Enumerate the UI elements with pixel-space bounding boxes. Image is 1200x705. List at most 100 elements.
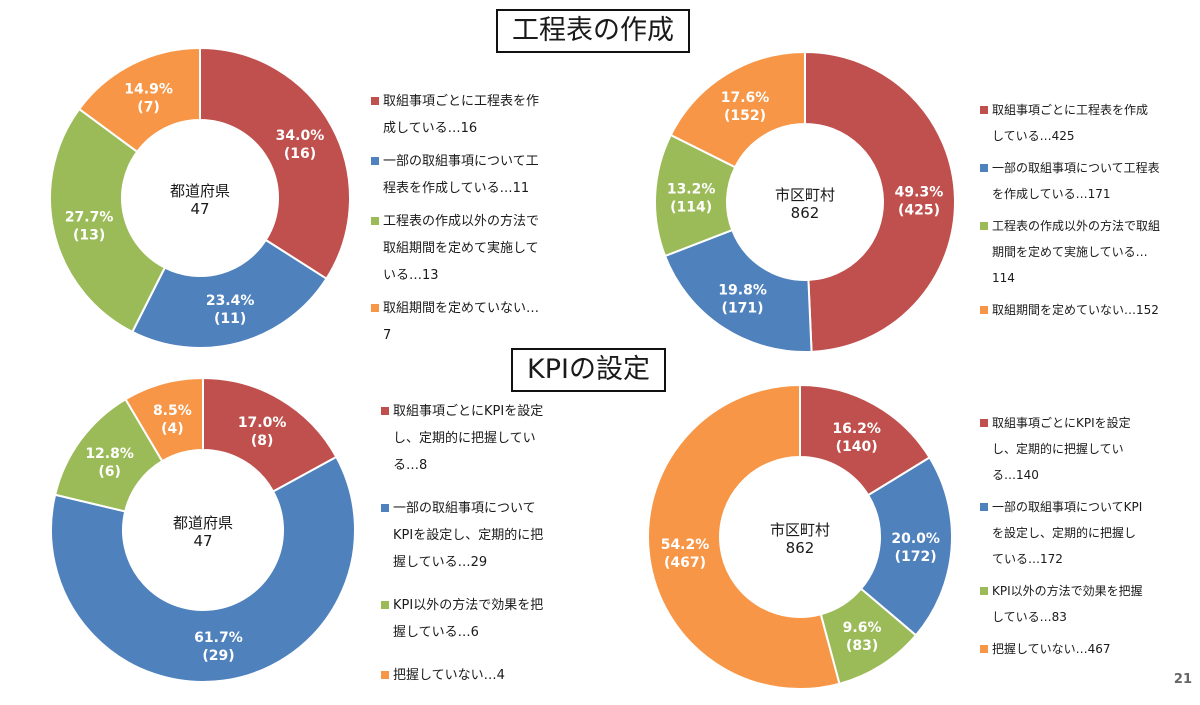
- donut-2-slice-0-percent-label: 17.0%: [238, 415, 287, 431]
- donut-0-slice-3: [77, 46, 201, 154]
- donut-1-slice-0-percent-label: 49.3%: [895, 185, 944, 201]
- donut-0-slice-1: [131, 238, 328, 349]
- donut-0-slice-2-percent-label: 27.7%: [65, 209, 114, 225]
- donut-3-slice-3-percent-label: 54.2%: [661, 537, 710, 553]
- donut-0-center-label: 都道府県: [170, 182, 230, 200]
- donut-3-slice-2-percent-label: 9.6%: [843, 620, 882, 636]
- donut-0-slice-0-percent-label: 34.0%: [276, 128, 325, 144]
- donut-2-slice-1-percent-label: 61.7%: [194, 630, 243, 646]
- legend-label: 一部の取組事項について工程表を作成している…11: [383, 154, 539, 196]
- legend-swatch: [980, 419, 988, 427]
- legend-municipality-schedule: 取組事項ごとに工程表を作成している…425 一部の取組事項について工程表を作成して…: [980, 97, 1160, 329]
- legend-item: 一部の取組事項について工程表を作成している…11: [371, 148, 546, 202]
- legend-swatch: [980, 106, 988, 114]
- legend-label: 取組事項ごとに工程表を作成している…16: [383, 94, 540, 136]
- donut-3-slice-3-count-label: (467): [664, 555, 706, 571]
- legend-swatch: [381, 407, 389, 415]
- donut-1-slice-1-percent-label: 19.8%: [718, 282, 767, 298]
- legend-label: 把握していない…4: [393, 668, 505, 683]
- legend-item: 一部の取組事項についてKPIを設定し、定期的に把握している…29: [381, 495, 551, 576]
- donut-3-slice-1-percent-label: 20.0%: [891, 531, 940, 547]
- legend-swatch: [371, 157, 379, 165]
- legend-swatch: [381, 671, 389, 679]
- donut-1-slice-2-count-label: (114): [670, 200, 712, 216]
- donut-1-slice-0-count-label: (425): [898, 203, 940, 219]
- section-title-schedule: 工程表の作成: [496, 9, 690, 53]
- legend-label: 一部の取組事項についてKPIを設定し、定期的に把握している…29: [393, 501, 544, 570]
- donut-0-slice-2-count-label: (13): [73, 227, 105, 243]
- donut-3-slice-2-count-label: (83): [846, 638, 878, 654]
- legend-swatch: [381, 601, 389, 609]
- legend-swatch: [381, 504, 389, 512]
- legend-item: 把握していない…467: [980, 636, 1145, 662]
- donut-0-slice-1-count-label: (11): [214, 311, 246, 327]
- donut-0-center-total: 47: [190, 200, 209, 218]
- legend-item: 取組事項ごとに工程表を作成している…425: [980, 97, 1160, 149]
- donut-3-slice-0-count-label: (140): [836, 439, 878, 455]
- legend-prefecture-kpi: 取組事項ごとにKPIを設定し、定期的に把握している…8 一部の取組事項についてKP…: [381, 398, 551, 705]
- donut-1-slice-1: [663, 228, 813, 353]
- legend-swatch: [980, 587, 988, 595]
- donut-2-slice-3-percent-label: 8.5%: [153, 403, 192, 419]
- legend-label: 把握していない…467: [992, 642, 1111, 656]
- legend-swatch: [980, 645, 988, 653]
- legend-item: 一部の取組事項についてKPIを設定し、定期的に把握している…172: [980, 494, 1145, 572]
- legend-label: 工程表の作成以外の方法で取組期間を定めて実施している…13: [383, 214, 540, 283]
- donut-3-slice-0: [799, 383, 931, 497]
- legend-item: 取組事項ごとに工程表を作成している…16: [371, 88, 546, 142]
- donut-3-slice-3: [647, 383, 841, 690]
- donut-1-slice-3-count-label: (152): [724, 108, 766, 124]
- donut-1-slice-1-count-label: (171): [722, 300, 764, 316]
- legend-item: 取組期間を定めていない…152: [980, 297, 1160, 323]
- donut-0-slice-2: [49, 107, 167, 334]
- legend-label: 取組事項ごとにKPIを設定し、定期的に把握している…8: [393, 404, 544, 473]
- legend-item: 一部の取組事項について工程表を作成している…171: [980, 155, 1160, 207]
- legend-swatch: [371, 304, 379, 312]
- legend-swatch: [980, 164, 988, 172]
- donut-2-slice-2-count-label: (6): [98, 464, 121, 480]
- legend-swatch: [980, 503, 988, 511]
- donut-3-slice-1: [859, 456, 953, 637]
- donut-1-slice-3-percent-label: 17.6%: [721, 90, 770, 106]
- legend-label: 取組期間を定めていない…152: [992, 303, 1159, 317]
- donut-1-slice-0: [804, 50, 956, 353]
- legend-label: 取組事項ごとに工程表を作成している…425: [992, 103, 1149, 143]
- donut-2-slice-3: [124, 376, 204, 463]
- donut-0-slice-3-count-label: (7): [137, 99, 160, 115]
- legend-label: 取組事項ごとにKPIを設定し、定期的に把握している…140: [992, 416, 1131, 482]
- legend-label: KPI以外の方法で効果を把握している…83: [992, 584, 1143, 624]
- legend-swatch: [980, 222, 988, 230]
- legend-item: 取組事項ごとにKPIを設定し、定期的に把握している…140: [980, 410, 1145, 488]
- legend-item: 工程表の作成以外の方法で取組期間を定めて実施している…114: [980, 213, 1160, 291]
- donut-1-center-label: 市区町村: [775, 186, 835, 204]
- donut-2-slice-3-count-label: (4): [161, 421, 184, 437]
- donut-0-slice-3-percent-label: 14.9%: [124, 81, 173, 97]
- donut-3-slice-1-count-label: (172): [895, 549, 937, 565]
- legend-label: 一部の取組事項について工程表を作成している…171: [992, 161, 1160, 201]
- donut-3-slice-0-percent-label: 16.2%: [832, 421, 881, 437]
- donut-1-slice-3: [669, 50, 806, 169]
- donut-0-slice-1-percent-label: 23.4%: [206, 293, 255, 309]
- donut-2-slice-0-count-label: (8): [251, 433, 274, 449]
- donut-2-slice-2-percent-label: 12.8%: [85, 446, 134, 462]
- donut-1-slice-2-percent-label: 13.2%: [667, 182, 716, 198]
- legend-label: 取組期間を定めていない…7: [383, 301, 540, 343]
- legend-municipality-kpi: 取組事項ごとにKPIを設定し、定期的に把握している…140 一部の取組事項について…: [980, 410, 1145, 668]
- donut-2-center-label: 都道府県: [173, 514, 233, 532]
- donut-0-slice-0-count-label: (16): [284, 146, 316, 162]
- page-number: 21: [1173, 672, 1192, 687]
- donut-1-center-total: 862: [791, 204, 820, 222]
- donut-0-slice-0: [199, 46, 351, 281]
- legend-label: KPI以外の方法で効果を把握している…6: [393, 598, 544, 640]
- legend-swatch: [371, 217, 379, 225]
- legend-item: 取組期間を定めていない…7: [371, 295, 546, 349]
- legend-item: KPI以外の方法で効果を把握している…6: [381, 592, 551, 646]
- legend-label: 一部の取組事項についてKPIを設定し、定期的に把握している…172: [992, 500, 1143, 566]
- donut-3-center-total: 862: [786, 539, 815, 557]
- legend-item: 工程表の作成以外の方法で取組期間を定めて実施している…13: [371, 208, 546, 289]
- legend-swatch: [371, 97, 379, 105]
- legend-prefecture-schedule: 取組事項ごとに工程表を作成している…16 一部の取組事項について工程表を作成してい…: [371, 88, 546, 355]
- legend-item: KPI以外の方法で効果を把握している…83: [980, 578, 1145, 630]
- legend-label: 工程表の作成以外の方法で取組期間を定めて実施している…114: [992, 219, 1161, 285]
